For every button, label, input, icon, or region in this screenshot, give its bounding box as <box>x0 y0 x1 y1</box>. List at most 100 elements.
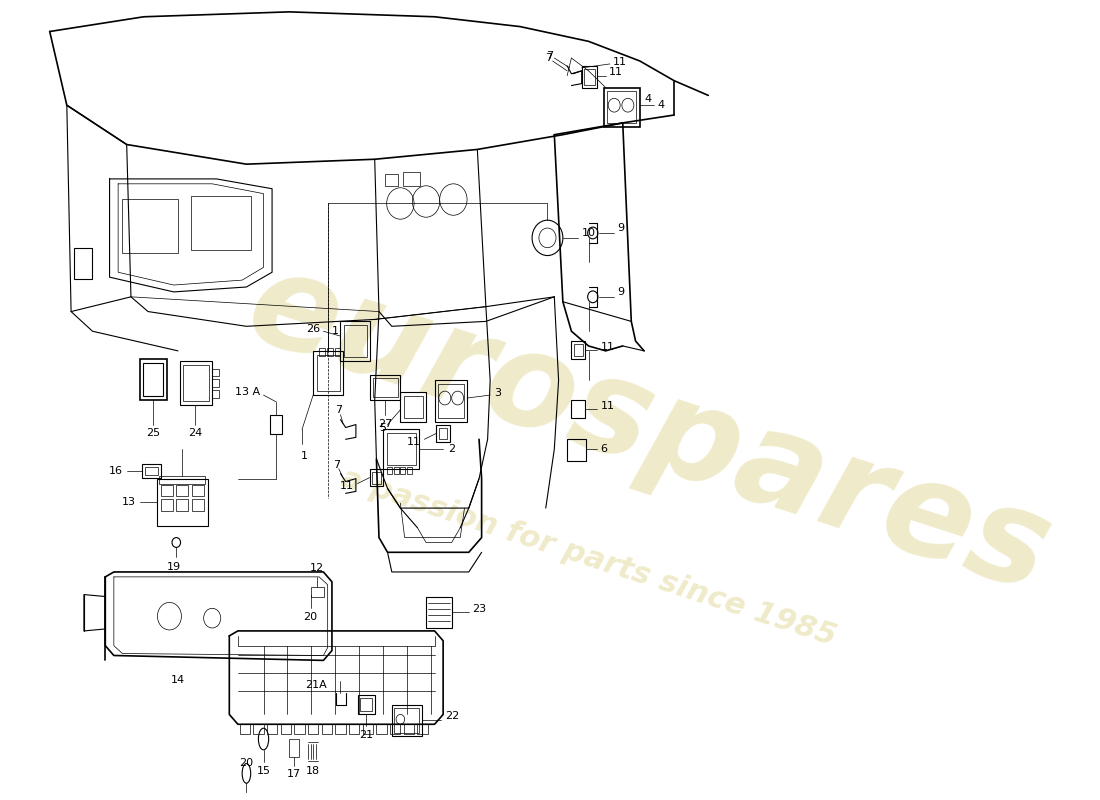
Text: 12: 12 <box>309 563 323 573</box>
Bar <box>400 392 426 422</box>
Bar <box>387 434 416 465</box>
Bar <box>394 467 398 474</box>
Text: 7: 7 <box>544 53 552 63</box>
Bar <box>568 439 586 461</box>
Text: 7: 7 <box>333 460 341 470</box>
Text: 20: 20 <box>240 758 253 769</box>
Bar <box>191 499 204 511</box>
Bar <box>373 378 398 397</box>
Text: 27: 27 <box>377 418 392 429</box>
Bar <box>176 499 188 511</box>
Bar <box>404 724 414 734</box>
Bar <box>387 467 392 474</box>
Text: 21A: 21A <box>305 680 327 690</box>
Bar <box>336 724 345 734</box>
Bar <box>176 485 188 496</box>
Text: 24: 24 <box>188 429 202 438</box>
Bar <box>179 361 212 405</box>
Text: 23: 23 <box>472 604 486 614</box>
Bar <box>426 597 452 628</box>
Bar <box>140 358 167 400</box>
Text: 11: 11 <box>609 66 623 77</box>
Text: 18: 18 <box>306 766 320 775</box>
Text: 3: 3 <box>494 388 502 398</box>
Bar <box>317 354 341 391</box>
Bar <box>144 467 158 474</box>
Text: 7: 7 <box>547 51 553 61</box>
Bar <box>271 414 283 434</box>
Bar <box>190 196 251 250</box>
Bar <box>327 348 333 356</box>
Bar <box>310 586 324 597</box>
Text: 16: 16 <box>109 466 123 476</box>
Text: 25: 25 <box>146 429 161 438</box>
Bar <box>334 348 341 356</box>
Text: 13: 13 <box>122 497 136 507</box>
Text: 6: 6 <box>601 444 607 454</box>
Bar <box>392 705 421 736</box>
Text: 22: 22 <box>444 711 459 722</box>
Text: eurospares: eurospares <box>232 240 1065 619</box>
Text: 11: 11 <box>601 401 615 411</box>
Bar <box>344 326 367 357</box>
Bar <box>161 485 173 496</box>
Bar <box>212 369 219 377</box>
Bar <box>371 375 400 400</box>
Bar <box>358 694 375 714</box>
Text: 19: 19 <box>167 562 180 572</box>
Bar <box>183 365 209 401</box>
Bar <box>370 469 383 486</box>
Bar <box>363 724 373 734</box>
Text: 11: 11 <box>614 57 627 67</box>
Text: 5: 5 <box>378 422 386 433</box>
Text: 11: 11 <box>601 342 615 352</box>
Text: 20: 20 <box>304 612 318 622</box>
Bar <box>156 478 208 526</box>
Text: 7: 7 <box>336 405 342 415</box>
Bar <box>395 707 419 733</box>
Bar <box>341 322 371 361</box>
Bar <box>240 724 250 734</box>
Bar <box>349 724 360 734</box>
Text: 11: 11 <box>340 482 354 491</box>
Bar <box>321 724 332 734</box>
Bar <box>161 499 173 511</box>
Bar <box>308 724 318 734</box>
Text: 9: 9 <box>617 287 625 297</box>
Bar <box>143 362 164 396</box>
Bar <box>267 724 277 734</box>
Text: a passion for parts since 1985: a passion for parts since 1985 <box>337 463 840 651</box>
Bar <box>160 476 206 483</box>
Text: 2: 2 <box>449 444 455 454</box>
Bar <box>574 344 583 356</box>
Bar <box>280 724 290 734</box>
Text: 14: 14 <box>170 675 185 685</box>
Bar <box>74 248 92 279</box>
Bar <box>122 198 178 253</box>
Bar <box>604 87 640 127</box>
Bar <box>607 91 637 123</box>
Text: 1: 1 <box>301 451 308 461</box>
Bar <box>191 485 204 496</box>
Bar <box>295 724 305 734</box>
Bar <box>439 427 448 439</box>
Bar <box>253 724 264 734</box>
Text: 9: 9 <box>617 223 625 233</box>
Text: 1: 1 <box>332 326 339 336</box>
Bar <box>571 341 585 358</box>
Bar <box>390 724 400 734</box>
Bar <box>142 464 161 478</box>
Text: 4: 4 <box>645 94 651 104</box>
Bar <box>212 390 219 398</box>
Text: 11: 11 <box>407 438 421 447</box>
Bar <box>403 172 420 186</box>
Bar <box>438 384 464 418</box>
Bar <box>376 724 387 734</box>
Text: 15: 15 <box>256 766 271 775</box>
Bar <box>383 430 419 469</box>
Bar <box>407 467 412 474</box>
Text: 21: 21 <box>359 730 373 740</box>
Text: 17: 17 <box>287 770 301 779</box>
Text: 13 A: 13 A <box>235 387 260 397</box>
Bar <box>437 425 450 442</box>
